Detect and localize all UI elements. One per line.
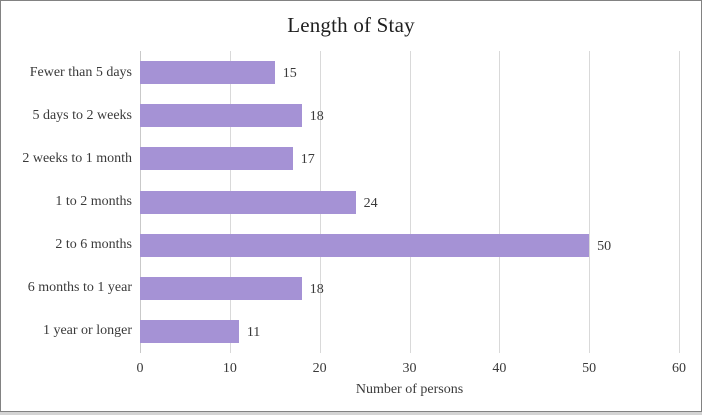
bar-6[interactable] xyxy=(140,319,239,343)
bar-value-label: 17 xyxy=(300,152,315,168)
bar-2[interactable] xyxy=(140,147,293,171)
x-axis-title: Number of persons xyxy=(355,382,464,397)
x-tick-label-50: 50 xyxy=(582,361,597,376)
category-label-6: 1 year or longer xyxy=(42,323,132,339)
gridline-30 xyxy=(409,51,411,353)
x-tick-label-10: 10 xyxy=(222,361,237,376)
bar-value-label: 18 xyxy=(309,109,324,125)
bar-value-label: 24 xyxy=(363,195,378,211)
gridline-50 xyxy=(589,51,591,353)
gridline-40 xyxy=(499,51,501,353)
bar-value-label: 18 xyxy=(309,281,324,297)
category-label-0: Fewer than 5 days xyxy=(29,64,132,80)
bar-4[interactable] xyxy=(140,233,590,257)
bar-1[interactable] xyxy=(140,104,302,128)
bar-5[interactable] xyxy=(140,276,302,300)
x-tick-label-60: 60 xyxy=(672,361,686,376)
category-label-3: 1 to 2 months xyxy=(55,193,132,209)
x-tick-label-30: 30 xyxy=(402,361,417,376)
chart-title: Length of Stay xyxy=(287,13,415,37)
category-label-1: 5 days to 2 weeks xyxy=(32,107,132,123)
gridline-60 xyxy=(679,51,680,353)
x-tick-label-40: 40 xyxy=(492,361,507,376)
bar-0[interactable] xyxy=(140,61,275,85)
bar-value-label: 15 xyxy=(282,66,297,82)
category-label-5: 6 months to 1 year xyxy=(27,280,132,296)
bar-value-label: 50 xyxy=(597,238,612,254)
category-label-4: 2 to 6 months xyxy=(55,237,132,253)
x-tick-label-0: 0 xyxy=(136,361,144,376)
bar-value-label: 11 xyxy=(246,324,261,340)
bar-3[interactable] xyxy=(140,190,356,214)
x-tick-label-20: 20 xyxy=(312,361,327,376)
plot-area: 15 18 17 24 50 18 11 xyxy=(140,51,680,353)
category-label-2: 2 weeks to 1 month xyxy=(22,150,132,166)
